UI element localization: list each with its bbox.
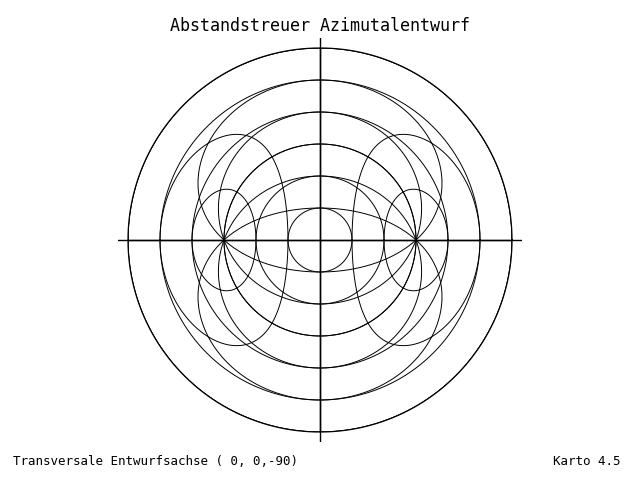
Text: Transversale Entwurfsachse ( 0, 0,-90): Transversale Entwurfsachse ( 0, 0,-90): [13, 455, 298, 468]
Text: Abstandstreuer Azimutalentwurf: Abstandstreuer Azimutalentwurf: [170, 17, 470, 35]
Text: Karto 4.5: Karto 4.5: [554, 455, 621, 468]
